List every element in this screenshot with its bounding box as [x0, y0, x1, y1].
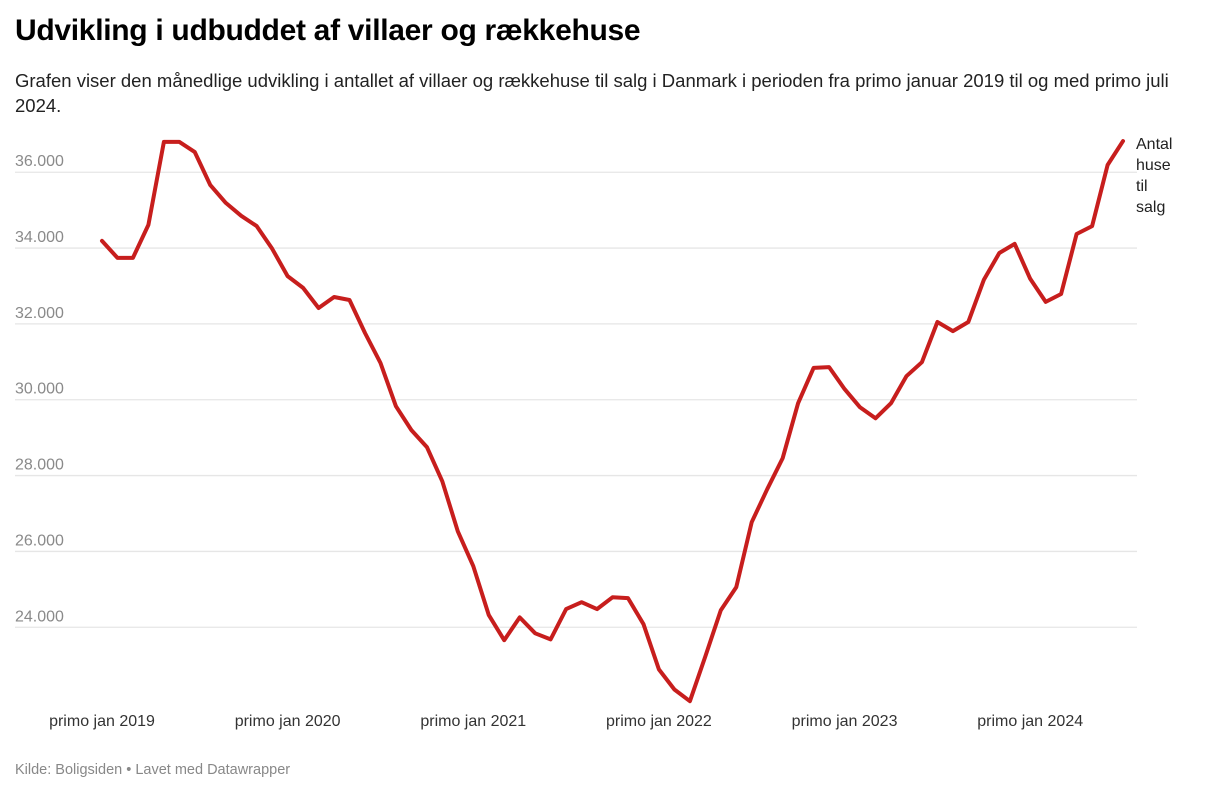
x-tick-label: primo jan 2024: [977, 713, 1083, 730]
series-label: til: [1136, 178, 1148, 195]
series-line: [100, 139, 1125, 704]
source-note: Kilde: Boligsiden • Lavet med Datawrappe…: [15, 762, 291, 778]
y-tick-label: 26.000: [15, 532, 64, 549]
series-label: huse: [1136, 157, 1171, 174]
y-tick-label: 30.000: [15, 381, 64, 398]
series-label: salg: [1136, 199, 1165, 216]
x-tick-label: primo jan 2020: [235, 713, 341, 730]
y-tick-label: 24.000: [15, 608, 64, 625]
y-tick-label: 34.000: [15, 229, 64, 246]
chart-title: Udvikling i udbuddet af villaer og række…: [15, 14, 641, 47]
y-tick-label: 28.000: [15, 457, 64, 474]
y-tick-label: 36.000: [15, 153, 64, 170]
x-tick-label: primo jan 2019: [49, 713, 155, 730]
series-label: Antal: [1136, 136, 1172, 153]
x-tick-label: primo jan 2021: [420, 713, 526, 730]
y-tick-label: 32.000: [15, 305, 64, 322]
x-tick-label: primo jan 2022: [606, 713, 712, 730]
x-tick-label: primo jan 2023: [792, 713, 898, 730]
chart-subtitle: Grafen viser den månedlige udvikling i a…: [15, 70, 1169, 116]
